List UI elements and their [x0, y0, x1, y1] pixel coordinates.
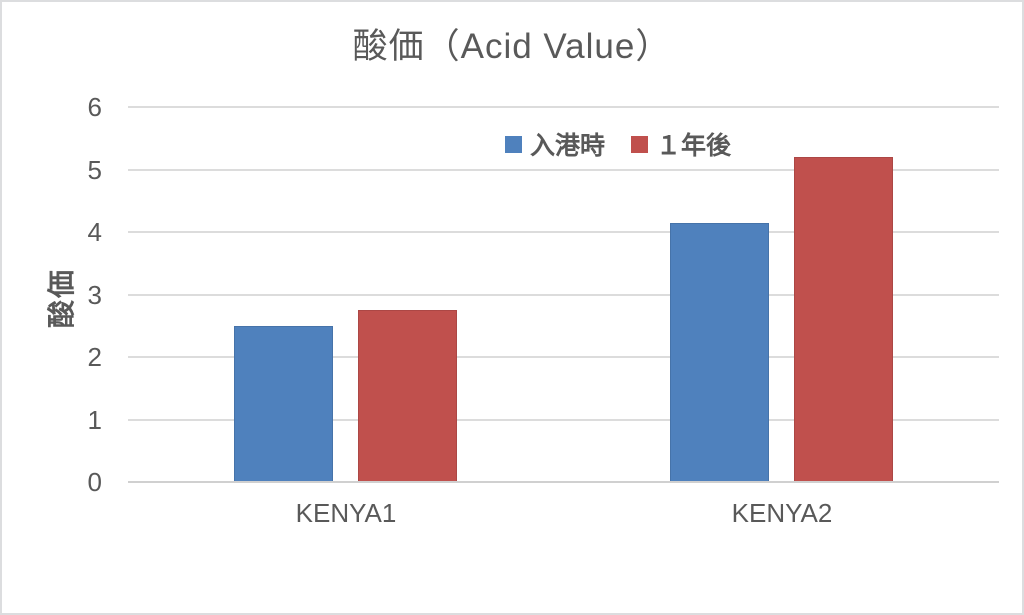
y-tick-label-2: 2: [87, 342, 102, 372]
legend-label-series2: １年後: [656, 132, 732, 160]
legend-swatch-red-icon: [631, 135, 649, 153]
gridline-y3: [128, 293, 999, 296]
legend-item-series2: １年後: [631, 126, 731, 162]
y-tick-label-4: 4: [87, 217, 102, 247]
gridline-y2: [128, 356, 999, 358]
y-tick-label-3: 3: [87, 279, 102, 310]
legend-label-series1: 入港時: [530, 132, 606, 160]
chart-title: 酸価（Acid Value）: [352, 27, 672, 66]
bar-kenya1-series1: [234, 325, 334, 482]
y-tick-label-1: 1: [87, 404, 102, 435]
legend: 入港時 １年後: [505, 126, 731, 162]
y-tick-label-5: 5: [87, 154, 102, 185]
gridline-y5: [128, 168, 999, 171]
x-axis-label-kenya2: KENYA2: [731, 498, 833, 528]
gridline-y1: [128, 418, 999, 421]
bar-kenya1-series2: [358, 310, 458, 482]
gridline-y6: [128, 106, 999, 108]
plot-area: [128, 106, 999, 483]
legend-item-series1: 入港時: [505, 126, 605, 162]
x-axis-line: [128, 481, 999, 483]
y-axis-tick-labels: 0 1 2 3 4 5 6: [2, 92, 102, 497]
bar-kenya2-series1: [669, 222, 769, 482]
bar-kenya2-series2: [793, 157, 893, 482]
legend-swatch-blue-icon: [505, 135, 522, 153]
gridline-y4: [128, 231, 999, 233]
y-tick-label-6: 6: [87, 92, 102, 122]
y-tick-label-0: 0: [87, 467, 102, 497]
x-axis-label-kenya1: KENYA1: [295, 498, 397, 528]
